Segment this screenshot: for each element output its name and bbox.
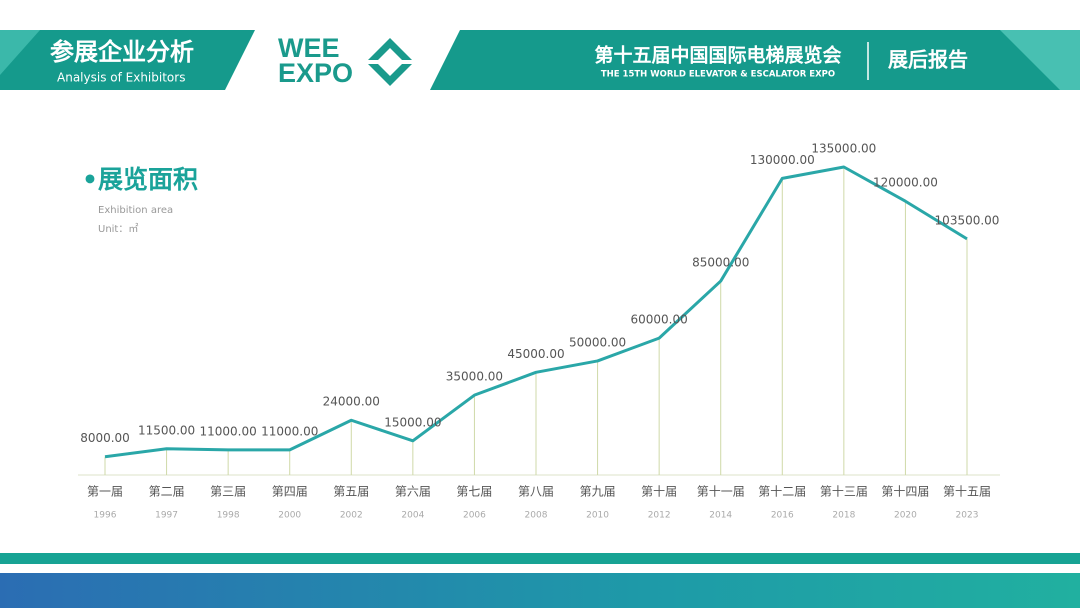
x-tick-label: 第一届 xyxy=(87,485,123,499)
logo-text: WEE xyxy=(278,33,340,63)
data-line xyxy=(104,165,968,459)
x-year-label: 2000 xyxy=(278,511,301,521)
event-title: 第十五届中国国际电梯展览会 xyxy=(594,44,841,67)
x-tick-label: 第五届 xyxy=(333,485,369,499)
x-tick-label: 第八届 xyxy=(518,485,554,499)
value-label: 45000.00 xyxy=(507,347,564,361)
chart-unit: Unit：㎡ xyxy=(98,223,138,235)
x-tick-label: 第十二届 xyxy=(758,485,806,499)
header-right-band xyxy=(430,30,1080,90)
x-tick-label: 第二届 xyxy=(149,485,185,499)
value-label: 60000.00 xyxy=(631,313,688,327)
x-tick-label: 第七届 xyxy=(456,485,492,499)
x-year-label: 2010 xyxy=(586,511,609,521)
logo-icon xyxy=(368,38,412,86)
footer-stripe xyxy=(0,553,1080,564)
x-tick-label: 第十一届 xyxy=(697,485,745,499)
x-tick-label: 第十届 xyxy=(641,485,677,499)
x-tick-label: 第三届 xyxy=(210,485,246,499)
x-tick-label: 第十三届 xyxy=(820,485,868,499)
x-year-label: 1998 xyxy=(217,511,240,521)
x-year-label: 1996 xyxy=(94,511,117,521)
x-year-label: 2002 xyxy=(340,511,363,521)
x-year-label: 2018 xyxy=(832,511,855,521)
value-label: 135000.00 xyxy=(811,142,876,156)
x-year-label: 2020 xyxy=(894,511,917,521)
value-label: 8000.00 xyxy=(80,431,130,445)
chart-subtitle: Exhibition area xyxy=(98,205,173,216)
x-year-label: 2023 xyxy=(956,511,979,521)
header-left-band xyxy=(0,30,255,90)
x-tick-label: 第十四届 xyxy=(881,485,929,499)
value-label: 120000.00 xyxy=(873,176,938,190)
x-year-label: 2014 xyxy=(709,511,732,521)
x-tick-label: 第十五届 xyxy=(943,485,991,499)
section-subtitle: Analysis of Exhibitors xyxy=(57,71,185,85)
chart-title: •展览面积 xyxy=(82,165,198,194)
header-right-accent xyxy=(1000,30,1080,90)
value-label: 11500.00 xyxy=(138,423,195,437)
plot: 8000.00 11500.00 11000.00 11000.00 24000.00 1… xyxy=(80,142,999,521)
value-label: 50000.00 xyxy=(569,335,626,349)
value-label: 11000.00 xyxy=(261,424,318,438)
header-left-accent xyxy=(0,30,40,75)
value-label: 130000.00 xyxy=(750,153,815,167)
value-label: 15000.00 xyxy=(384,415,441,429)
x-year-label: 2004 xyxy=(401,511,424,521)
value-label: 24000.00 xyxy=(323,395,380,409)
logo-text: EXPO xyxy=(278,58,353,88)
event-subtitle: THE 15TH WORLD ELEVATOR & ESCALATOR EXPO xyxy=(601,70,835,80)
x-year-label: 1997 xyxy=(155,511,178,521)
x-year-label: 2008 xyxy=(525,511,548,521)
value-label: 11000.00 xyxy=(200,424,257,438)
x-year-label: 2006 xyxy=(463,511,486,521)
x-tick-label: 第四届 xyxy=(272,485,308,499)
footer-band xyxy=(0,573,1080,608)
value-label: 35000.00 xyxy=(446,370,503,384)
x-tick-label: 第六届 xyxy=(395,485,431,499)
x-year-label: 2012 xyxy=(648,511,671,521)
section-title: 参展企业分析 xyxy=(50,38,194,66)
value-label: 85000.00 xyxy=(692,256,749,270)
x-year-label: 2016 xyxy=(771,511,794,521)
report-label: 展后报告 xyxy=(888,48,968,72)
x-tick-label: 第九届 xyxy=(580,485,616,499)
value-label: 103500.00 xyxy=(935,213,1000,227)
